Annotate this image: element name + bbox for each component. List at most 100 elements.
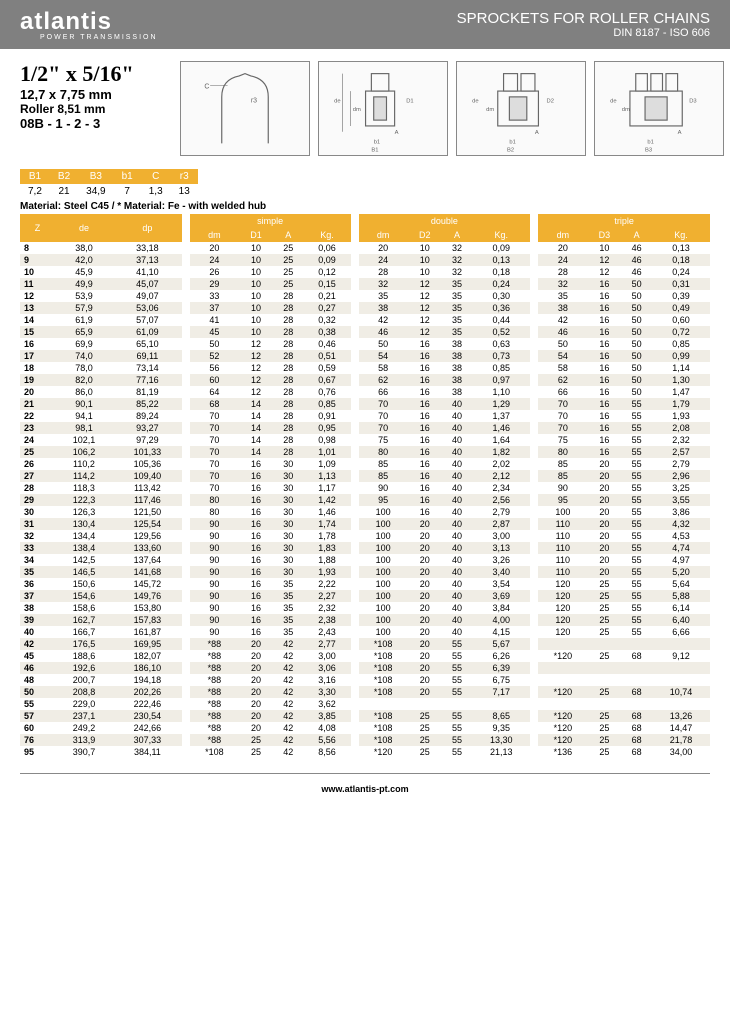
- page-header: atlantis POWER TRANSMISSION SPROCKETS FO…: [0, 0, 730, 49]
- svg-text:dm: dm: [622, 107, 630, 113]
- col-double: double: [359, 214, 531, 228]
- table-row: 34142,5137,649016301,8810020403,26110205…: [20, 554, 710, 566]
- svg-text:de: de: [610, 99, 616, 105]
- dimensions-table: B1B2B3b1Cr3 7,22134,971,313: [20, 169, 710, 199]
- page-title: SPROCKETS FOR ROLLER CHAINS: [457, 10, 710, 27]
- dim-value: 7,2: [20, 184, 50, 199]
- table-row: 42176,5169,95*8820422,77*10820555,67: [20, 638, 710, 650]
- table-row: 39162,7157,839016352,3810020404,00120255…: [20, 614, 710, 626]
- logo-subtitle: POWER TRANSMISSION: [40, 34, 158, 41]
- svg-text:r3: r3: [251, 98, 257, 105]
- table-row: 36150,6145,729016352,2210020403,54120255…: [20, 578, 710, 590]
- dim-header: B1: [20, 169, 50, 184]
- diagram-double: dedmD2b1B2A: [456, 61, 586, 156]
- diagram-simple: de dm D1 b1 B1 A: [318, 61, 448, 156]
- svg-text:dm: dm: [486, 107, 494, 113]
- table-row: 25106,2101,337014281,018016401,828016552…: [20, 446, 710, 458]
- svg-text:b1: b1: [374, 139, 380, 145]
- svg-text:b1: b1: [509, 139, 515, 145]
- table-row: 32134,4129,569016301,7810020403,00110205…: [20, 530, 710, 542]
- table-row: 1253,949,073310280,213512350,303516500,3…: [20, 290, 710, 302]
- table-row: 48200,7194,18*8820423,16*10820556,75: [20, 674, 710, 686]
- svg-text:B3: B3: [645, 148, 652, 154]
- svg-text:C: C: [204, 84, 209, 91]
- table-row: 2190,185,226814280,857016401,297016551,7…: [20, 398, 710, 410]
- svg-text:B1: B1: [371, 148, 378, 154]
- diagram-triple: dedm D3 b1 B3 A: [594, 61, 724, 156]
- table-row: 1461,957,074110280,324212350,444216500,6…: [20, 314, 710, 326]
- dim-header: B2: [50, 169, 78, 184]
- svg-text:A: A: [535, 130, 539, 136]
- col-z: Z: [20, 214, 55, 242]
- table-row: 942,037,132410250,092410320,132412460,18: [20, 254, 710, 266]
- svg-text:dm: dm: [353, 107, 361, 113]
- table-row: 57237,1230,54*8820423,85*10825558,65*120…: [20, 710, 710, 722]
- svg-text:de: de: [472, 99, 478, 105]
- svg-text:de: de: [334, 99, 340, 105]
- table-row: 28118,3113,427016301,179016402,349020553…: [20, 482, 710, 494]
- table-row: 24102,197,297014280,987516401,647516552,…: [20, 434, 710, 446]
- table-row: 31130,4125,549016301,7410020402,87110205…: [20, 518, 710, 530]
- table-row: 27114,2109,407016301,138516402,128520552…: [20, 470, 710, 482]
- table-row: 1357,953,063710280,273812350,363816500,4…: [20, 302, 710, 314]
- dim-value: 34,9: [78, 184, 113, 199]
- table-row: 2086,081,196412280,766616381,106616501,4…: [20, 386, 710, 398]
- dim-header: b1: [114, 169, 141, 184]
- svg-text:b1: b1: [647, 139, 653, 145]
- table-row: 95390,7384,11*10825428,56*120255521,13*1…: [20, 746, 710, 758]
- table-row: 1669,965,105012280,465016380,635016500,8…: [20, 338, 710, 350]
- svg-text:D2: D2: [547, 99, 554, 105]
- table-row: 838,033,182010250,062010320,092010460,13: [20, 242, 710, 254]
- table-row: 46192,6186,10*8820423,06*10820556,39: [20, 662, 710, 674]
- table-row: 40166,7161,879016352,4310020404,15120255…: [20, 626, 710, 638]
- table-row: 33138,4133,609016301,8310020403,13110205…: [20, 542, 710, 554]
- spec-code: 08B - 1 - 2 - 3: [20, 116, 170, 131]
- table-row: 37154,6149,769016352,2710020403,69120255…: [20, 590, 710, 602]
- svg-text:A: A: [395, 130, 399, 136]
- table-row: 1774,069,115212280,515416380,735416500,9…: [20, 350, 710, 362]
- dim-value: 7: [114, 184, 141, 199]
- col-simple: simple: [190, 214, 351, 228]
- table-row: 35146,5141,689016301,9310020403,40110205…: [20, 566, 710, 578]
- spec-roller: Roller 8,51 mm: [20, 102, 170, 116]
- spec-main: 1/2" x 5/16": [20, 61, 170, 87]
- spec-mm: 12,7 x 7,75 mm: [20, 87, 170, 102]
- table-row: 2398,193,277014280,957016401,467016552,0…: [20, 422, 710, 434]
- svg-text:D3: D3: [689, 99, 696, 105]
- col-de: de: [55, 214, 113, 242]
- material-note: Material: Steel C45 / * Material: Fe - w…: [20, 201, 710, 212]
- svg-text:D1: D1: [406, 99, 413, 105]
- dim-header: r3: [171, 169, 198, 184]
- table-row: 29122,3117,468016301,429516402,569520553…: [20, 494, 710, 506]
- col-dp: dp: [113, 214, 182, 242]
- table-row: 2294,189,247014280,917016401,377016551,9…: [20, 410, 710, 422]
- logo-text: atlantis: [20, 8, 112, 35]
- dim-header: B3: [78, 169, 113, 184]
- table-row: 1878,073,145612280,595816380,855816501,1…: [20, 362, 710, 374]
- table-row: 26110,2105,367016301,098516402,028520552…: [20, 458, 710, 470]
- spec-block: 1/2" x 5/16" 12,7 x 7,75 mm Roller 8,51 …: [20, 61, 170, 156]
- diagram-tooth: Cr3: [180, 61, 310, 156]
- table-row: 1149,945,072910250,153212350,243216500,3…: [20, 278, 710, 290]
- footer-url: www.atlantis-pt.com: [20, 773, 710, 804]
- svg-text:A: A: [678, 130, 682, 136]
- table-row: 60249,2242,66*8820424,08*10825559,35*120…: [20, 722, 710, 734]
- dim-header: C: [141, 169, 171, 184]
- main-data-table: Z de dp simple double triple dm D1 A Kg.…: [20, 214, 710, 758]
- table-row: 1982,077,166012280,676216380,976216501,3…: [20, 374, 710, 386]
- page-subtitle: DIN 8187 - ISO 606: [457, 27, 710, 39]
- table-row: 1565,961,094510280,384612350,524616500,7…: [20, 326, 710, 338]
- table-row: 55229,0222,46*8820423,62: [20, 698, 710, 710]
- dim-value: 21: [50, 184, 78, 199]
- col-triple: triple: [538, 214, 710, 228]
- table-row: 45188,6182,07*8820423,00*10820556,26*120…: [20, 650, 710, 662]
- diagrams: Cr3 dedmD1b1B1A dedmD2b1B2A dedmD3b1B3A: [180, 61, 724, 156]
- top-section: 1/2" x 5/16" 12,7 x 7,75 mm Roller 8,51 …: [0, 49, 730, 161]
- table-row: 38158,6153,809016352,3210020403,84120255…: [20, 602, 710, 614]
- table-row: 30126,3121,508016301,4610016402,79100205…: [20, 506, 710, 518]
- table-row: 1045,941,102610250,122810320,182812460,2…: [20, 266, 710, 278]
- dim-value: 1,3: [141, 184, 171, 199]
- table-row: 50208,8202,26*8820423,30*10820557,17*120…: [20, 686, 710, 698]
- table-row: 76313,9307,33*8825425,56*108255513,30*12…: [20, 734, 710, 746]
- dim-value: 13: [171, 184, 198, 199]
